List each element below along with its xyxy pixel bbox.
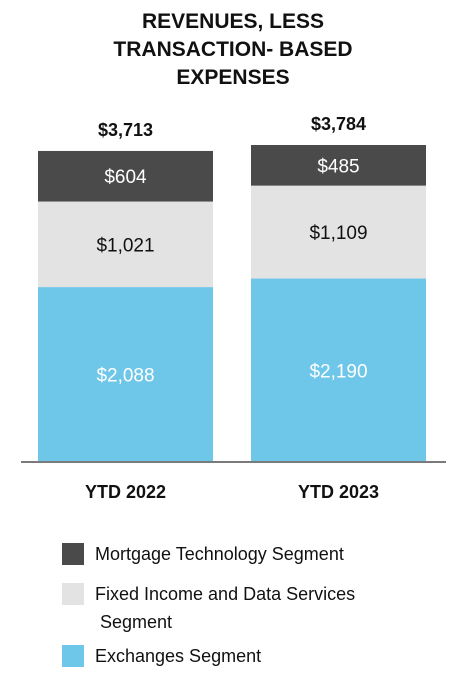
legend-swatch <box>62 543 84 565</box>
data-label-mortgage-technology-segment-ytd-2023: $485 <box>317 156 359 177</box>
total-label-ytd-2022: $3,713 <box>98 120 153 140</box>
chart-title-line-2: TRANSACTION- BASED <box>113 38 353 61</box>
data-label-mortgage-technology-segment-ytd-2022: $604 <box>104 167 147 188</box>
chart-title: REVENUES, LESS TRANSACTION- BASED EXPENS… <box>0 8 466 92</box>
data-label-exchanges-segment-ytd-2023: $2,190 <box>309 361 367 382</box>
bar-segment-fixed-income-and-data-services-segment-ytd-2023 <box>251 185 426 279</box>
category-label-ytd-2022: YTD 2022 <box>85 482 166 502</box>
total-label-ytd-2023: $3,784 <box>311 114 366 134</box>
legend-swatch <box>62 583 84 605</box>
chart-title-line-1: REVENUES, LESS <box>141 10 325 33</box>
legend-label: Fixed Income and Data Services Segment <box>95 580 455 636</box>
data-label-fixed-income-and-data-services-segment-ytd-2022: $1,021 <box>96 235 154 256</box>
bar-segment-exchanges-segment-ytd-2023 <box>251 278 426 462</box>
legend-label-line-1: Mortgage Technology Segment <box>95 544 344 564</box>
bar-segment-mortgage-technology-segment-ytd-2022 <box>38 150 213 202</box>
legend-label-line-1: Fixed Income and Data Services <box>95 584 356 604</box>
bar-segment-fixed-income-and-data-services-segment-ytd-2022 <box>38 201 213 288</box>
data-label-fixed-income-and-data-services-segment-ytd-2023: $1,109 <box>309 223 367 244</box>
legend-label-line-1: Exchanges Segment <box>95 646 262 666</box>
stacked-bar-chart: $2,088 $1,021 $604 $3,713 YTD 2022 $2,190 $1,1… <box>21 114 446 502</box>
data-label-exchanges-segment-ytd-2022: $2,088 <box>96 366 154 387</box>
bar-segment-exchanges-segment-ytd-2022 <box>38 287 213 462</box>
category-label-ytd-2023: YTD 2023 <box>298 482 379 502</box>
legend-label: Mortgage Technology Segment <box>95 540 455 568</box>
legend-label: Exchanges Segment <box>95 642 455 670</box>
chart-title-line-3: EXPENSES <box>176 66 290 89</box>
legend-label-line-2: Segment <box>95 612 173 632</box>
bar-segment-mortgage-technology-segment-ytd-2023 <box>251 145 426 186</box>
legend-swatch <box>62 645 84 667</box>
